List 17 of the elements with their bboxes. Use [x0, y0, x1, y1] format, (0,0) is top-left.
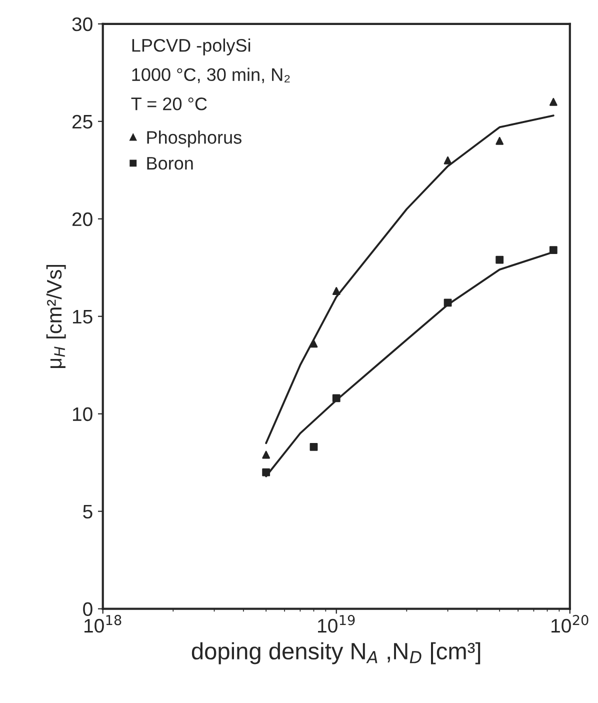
y-tick-label: 25	[72, 114, 92, 129]
x-axis-title: doping density N$_{A}$ ,N$_{D}$ [cm³]	[192, 642, 480, 664]
annotation: LPCVD -polySi	[132, 38, 250, 56]
y-axis-title: μ$_{H}$ [cm²/Vs]	[46, 264, 66, 368]
annotation: T = 20 °C	[131, 97, 207, 110]
y-tick-label: 15	[72, 310, 92, 324]
y-tick-label: 10	[72, 407, 92, 422]
annotation: 1000 °C, 30 min, N₂	[132, 68, 290, 84]
y-tick-label: 30	[72, 17, 92, 32]
legend-label: Phosphorus	[147, 130, 242, 148]
y-tick-label: 0	[83, 602, 92, 616]
x-tick-label: 10$^{19}$	[318, 614, 355, 633]
y-tick-label: 20	[72, 212, 92, 226]
x-tick-label: 10$^{18}$	[84, 614, 122, 633]
legend-label: Boron	[147, 157, 193, 170]
x-tick-label: 10$^{20}$	[552, 614, 588, 633]
y-tick-label: 5	[83, 504, 92, 519]
